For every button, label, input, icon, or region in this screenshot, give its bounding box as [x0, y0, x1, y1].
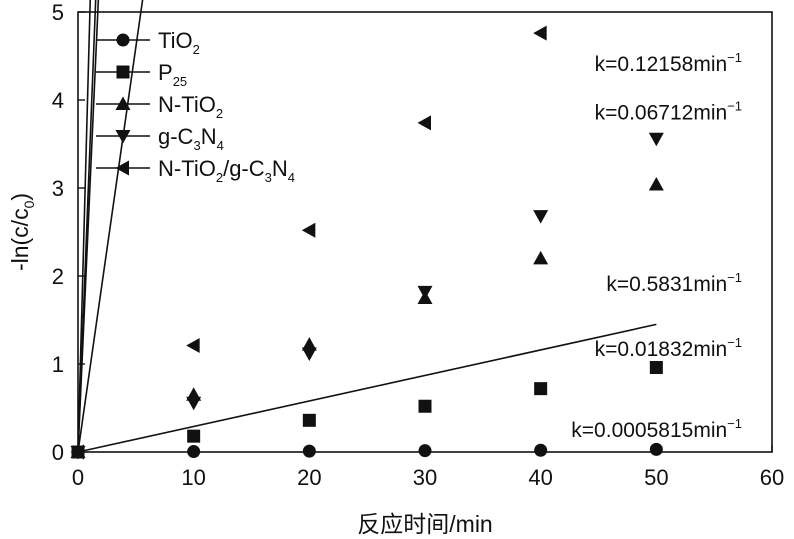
- rate-constant-label: k=0.0005815min−1: [571, 416, 742, 442]
- y-tick-label: 0: [52, 440, 64, 465]
- data-point: [302, 413, 316, 427]
- y-tick-label: 2: [52, 264, 64, 289]
- fit-line: [77, 0, 92, 453]
- x-tick-label: 10: [181, 465, 205, 490]
- legend-label: P25: [158, 60, 187, 89]
- x-tick-label: 60: [760, 465, 784, 490]
- y-tick-label: 3: [52, 176, 64, 201]
- x-axis-label: 反应时间/min: [357, 511, 492, 537]
- data-point: [301, 222, 316, 238]
- rate-constant-label: k=0.12158min−1: [595, 50, 742, 76]
- data-point: [533, 250, 549, 265]
- data-point: [187, 445, 201, 459]
- data-point: [417, 115, 431, 131]
- legend-marker: [116, 65, 130, 79]
- rate-constant-label: k=0.01832min−1: [595, 335, 742, 361]
- data-point: [533, 25, 547, 41]
- data-point: [417, 285, 433, 300]
- legend-marker: [115, 130, 131, 144]
- series-4: [70, 0, 547, 460]
- x-tick-label: 0: [72, 465, 84, 490]
- data-point: [187, 429, 201, 443]
- x-tick-label: 50: [644, 465, 668, 490]
- data-point: [301, 347, 317, 361]
- x-tick-label: 30: [413, 465, 437, 490]
- data-point: [533, 210, 549, 224]
- x-tick-label: 20: [297, 465, 321, 490]
- data-point: [648, 132, 664, 147]
- legend-label: TiO2: [158, 28, 200, 57]
- y-tick-label: 1: [52, 352, 64, 377]
- legend-label: N-TiO2/g-C3N4: [158, 156, 295, 185]
- legend-label: g-C3N4: [158, 124, 224, 153]
- data-point: [302, 444, 316, 458]
- data-point: [649, 361, 663, 375]
- y-tick-label: 4: [52, 88, 64, 113]
- y-tick-label: 5: [52, 0, 64, 25]
- data-point: [534, 443, 548, 457]
- legend: TiO2 P25 N-TiO2 g-C3N4 N-TiO2/g-C3N4: [96, 28, 295, 185]
- x-tick-label: 40: [528, 465, 552, 490]
- legend-label: N-TiO2: [158, 92, 223, 121]
- legend-marker: [115, 160, 129, 176]
- rate-constant-label: k=0.06712min−1: [595, 98, 742, 124]
- y-axis-label: -ln(c/c0): [7, 193, 37, 271]
- legend-marker: [116, 33, 130, 47]
- data-point: [534, 382, 548, 396]
- legend-marker: [115, 96, 131, 110]
- data-point: [418, 399, 432, 413]
- data-point: [648, 176, 664, 191]
- data-point: [418, 444, 432, 458]
- fit-line: [77, 323, 657, 453]
- data-point: [70, 444, 84, 460]
- data-point: [186, 338, 200, 354]
- data-point: [649, 442, 663, 456]
- rate-constant-label: k=0.5831min−1: [606, 270, 742, 296]
- data-point: [186, 396, 202, 411]
- data-point: [301, 337, 317, 351]
